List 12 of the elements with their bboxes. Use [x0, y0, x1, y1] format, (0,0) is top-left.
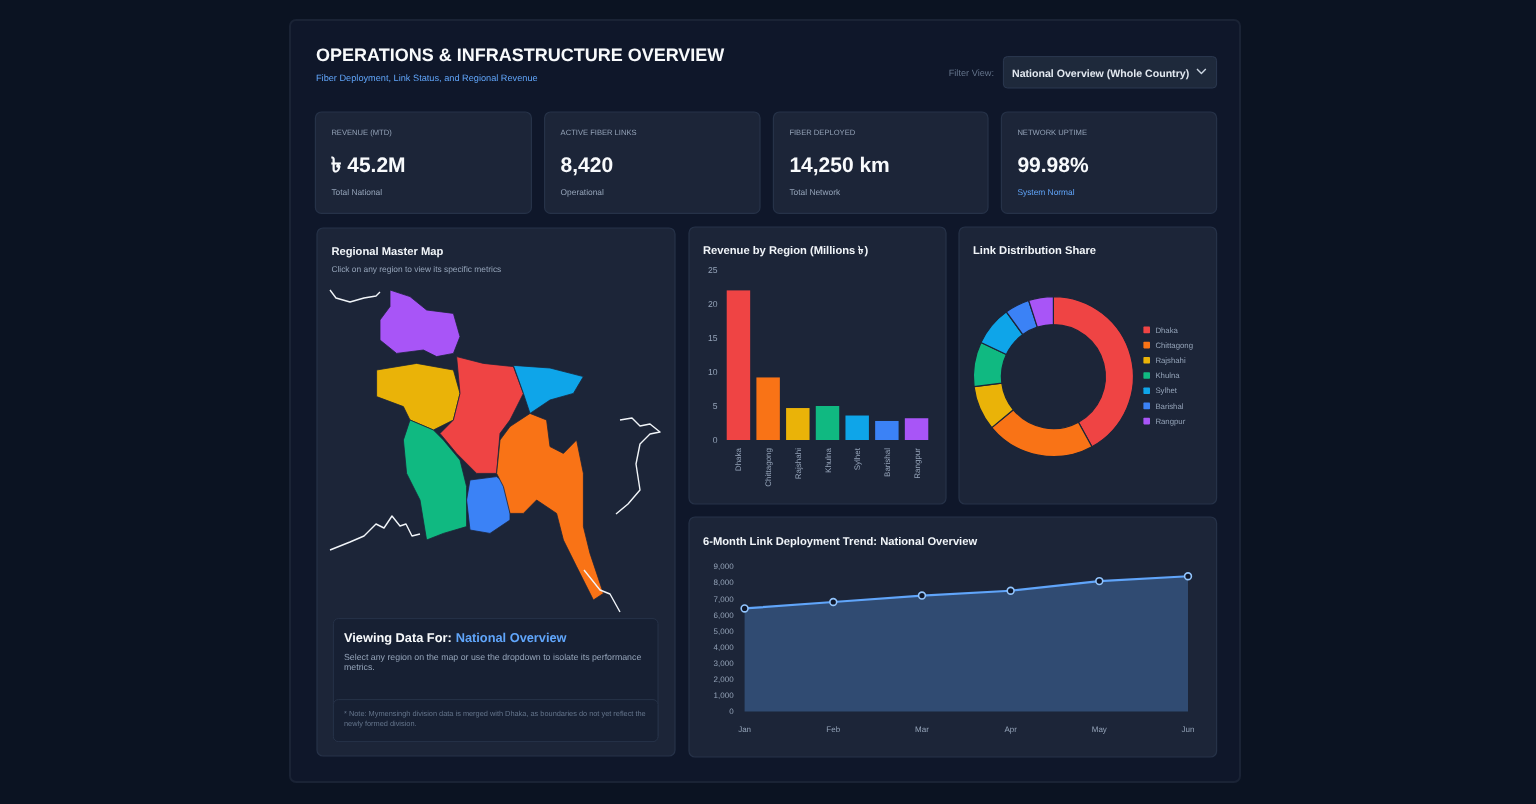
bar	[845, 415, 869, 440]
text: OPERATIONS & INFRASTRUCTURE OVERVIEW	[316, 45, 726, 65]
text: 14,250 km	[789, 154, 890, 178]
bar	[726, 290, 751, 440]
text: ৳ 45.2M	[331, 154, 407, 178]
bar	[786, 408, 810, 440]
bar	[756, 377, 780, 440]
bar	[904, 418, 929, 440]
text: 8,420	[560, 154, 614, 178]
bar	[875, 420, 899, 440]
text: 99.98%	[1017, 154, 1090, 178]
bar	[815, 406, 840, 440]
